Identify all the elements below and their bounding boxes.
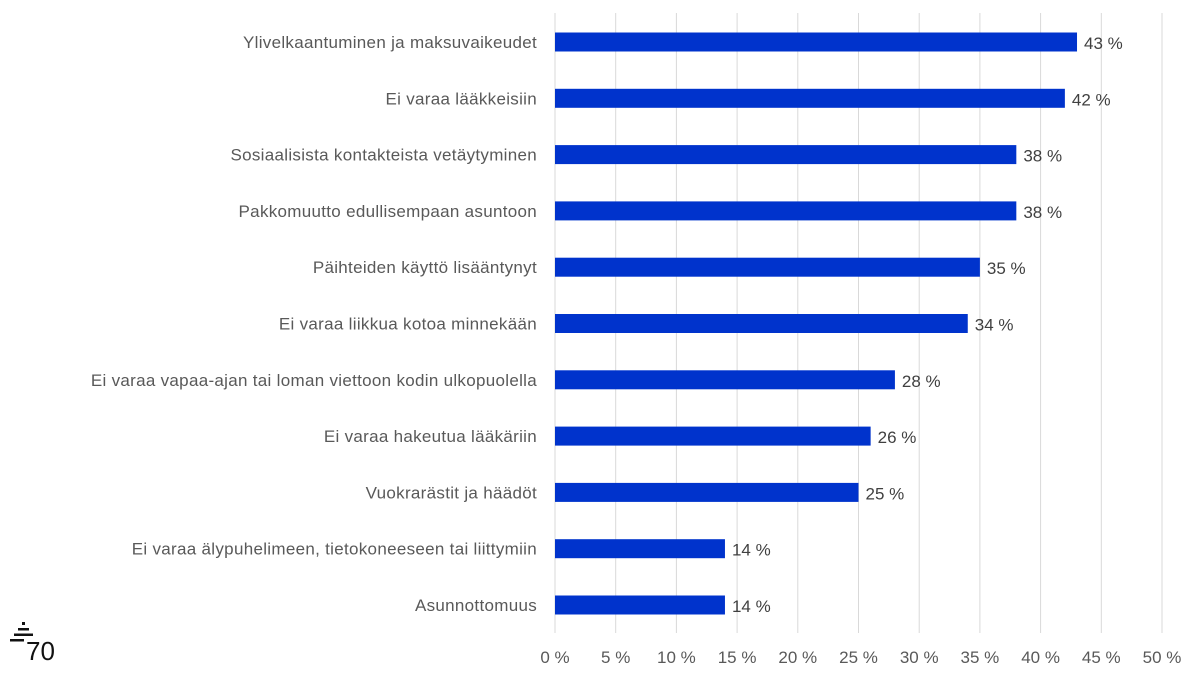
logo-text: 70 <box>26 636 55 666</box>
x-tick-label: 50 % <box>1143 648 1182 667</box>
category-label: Ei varaa älypuhelimeen, tietokoneeseen t… <box>132 540 537 559</box>
category-labels: Ylivelkaantuminen ja maksuvaikeudet Ei va… <box>91 33 537 615</box>
bar <box>555 482 859 502</box>
category-label: Sosiaalisista kontakteista vetäytyminen <box>230 146 537 165</box>
70-logo: 70 <box>10 620 60 668</box>
bar <box>555 88 1065 108</box>
bar <box>555 370 895 390</box>
category-label: Pakkomuutto edullisempaan asuntoon <box>239 202 537 221</box>
bar <box>555 201 1017 221</box>
data-label: 28 % <box>902 372 941 391</box>
bar <box>555 145 1017 165</box>
value-labels: 43 % 42 % 38 % 38 % 35 % 34 % 28 % 26 % 25 % 14 %… <box>732 34 1123 616</box>
data-label: 38 % <box>1023 147 1062 166</box>
bar <box>555 426 871 446</box>
category-label: Ei varaa liikkua kotoa minnekään <box>279 315 537 334</box>
data-label: 34 % <box>975 316 1014 335</box>
x-tick-label: 10 % <box>657 648 696 667</box>
data-label: 14 % <box>732 597 771 616</box>
data-label: 43 % <box>1084 34 1123 53</box>
x-tick-label: 30 % <box>900 648 939 667</box>
data-label: 35 % <box>987 259 1026 278</box>
x-tick-label: 35 % <box>961 648 1000 667</box>
bar <box>555 257 980 277</box>
bar <box>555 595 725 615</box>
data-label: 42 % <box>1072 90 1111 109</box>
bars <box>555 32 1078 615</box>
bar <box>555 539 725 559</box>
x-tick-label: 20 % <box>778 648 817 667</box>
x-tick-label: 5 % <box>601 648 630 667</box>
data-label: 26 % <box>878 428 917 447</box>
x-axis-tick-labels: 0 % 5 % 10 % 15 % 20 % 25 % 30 % 35 % 40 % 45 % 50… <box>540 648 1181 667</box>
x-tick-label: 0 % <box>540 648 569 667</box>
data-label: 38 % <box>1023 203 1062 222</box>
bar <box>555 314 968 333</box>
data-label: 25 % <box>866 484 905 503</box>
category-label: Vuokrarästit ja häädöt <box>366 483 537 502</box>
category-label: Ylivelkaantuminen ja maksuvaikeudet <box>243 33 537 52</box>
category-label: Päihteiden käyttö lisääntynyt <box>313 258 537 277</box>
x-tick-label: 25 % <box>839 648 878 667</box>
bar <box>555 32 1078 52</box>
category-label: Ei varaa vapaa-ajan tai loman viettoon k… <box>91 371 537 390</box>
data-label: 14 % <box>732 541 771 560</box>
x-tick-label: 15 % <box>718 648 757 667</box>
x-tick-label: 40 % <box>1021 648 1060 667</box>
logo-mark-icon: 70 <box>10 622 55 666</box>
category-label: Asunnottomuus <box>415 596 537 615</box>
category-label: Ei varaa hakeutua lääkäriin <box>324 427 537 446</box>
x-tick-label: 45 % <box>1082 648 1121 667</box>
category-label: Ei varaa lääkkeisiin <box>385 89 537 108</box>
